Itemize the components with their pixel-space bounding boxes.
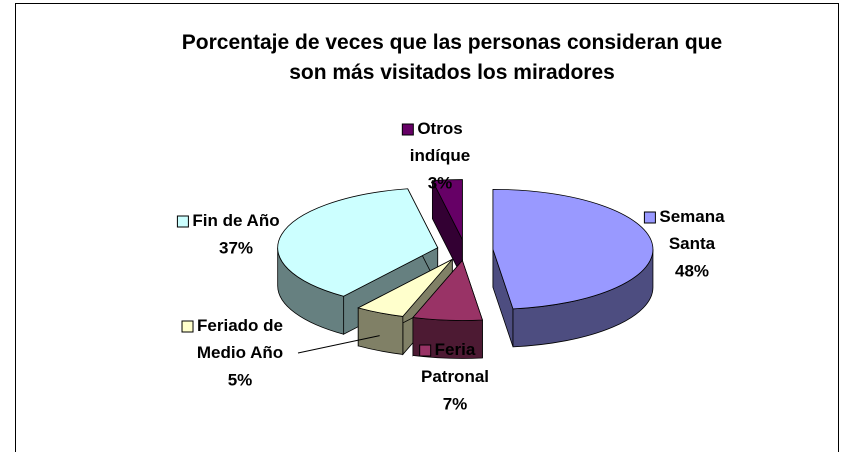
slice-value-label: 48% <box>675 261 709 280</box>
legend-swatch <box>419 344 432 357</box>
slice <box>412 259 483 321</box>
slice-label: Fin de Año <box>192 211 279 230</box>
slice-value-label: 5% <box>228 370 253 389</box>
chart-title: Porcentaje de veces que las personas con… <box>182 31 722 84</box>
legend-swatch <box>643 211 656 224</box>
slice <box>492 188 654 310</box>
legend-swatch <box>401 123 414 136</box>
slice-label: Otros indíque <box>410 119 470 165</box>
slice <box>431 179 463 240</box>
slice <box>357 259 453 317</box>
slice-value-label: 7% <box>443 394 468 413</box>
slice-value-label: 37% <box>219 238 253 257</box>
legend-swatch <box>176 215 189 228</box>
slice-label: Feriado de Medio Año <box>197 316 283 362</box>
legend-swatch <box>181 320 194 333</box>
slice-label: Feria Patronal <box>421 340 489 386</box>
slice-label: Semana Santa <box>659 207 725 253</box>
leader-line <box>297 335 380 354</box>
slice <box>277 188 439 297</box>
slice-value-label: 3% <box>428 173 453 192</box>
